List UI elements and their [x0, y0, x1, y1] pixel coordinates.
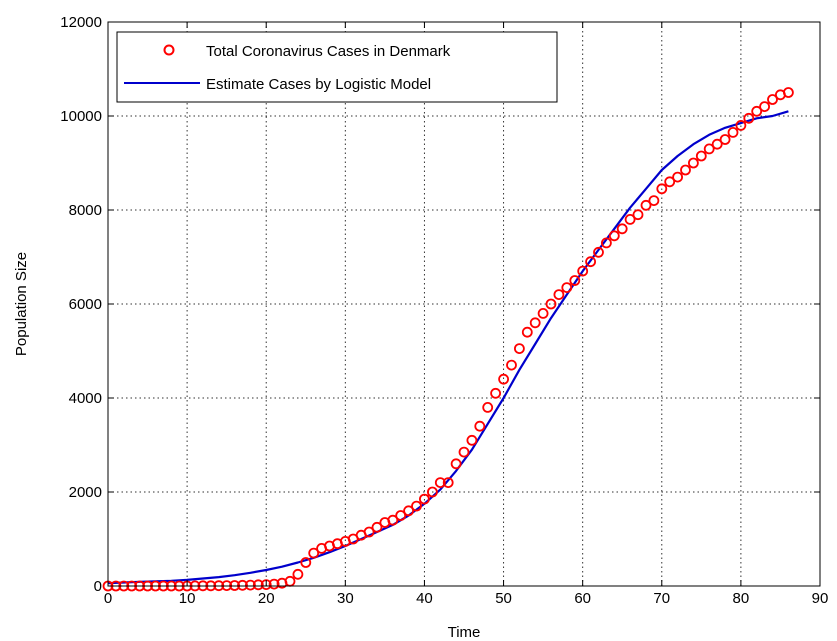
x-tick-label: 50	[495, 590, 512, 607]
case-point	[506, 359, 517, 371]
y-tick-label: 2000	[69, 484, 102, 501]
case-point	[395, 510, 407, 521]
legend-label-model: Estimate Cases by Logistic Model	[206, 76, 431, 93]
case-point	[569, 275, 581, 286]
case-point	[244, 579, 256, 591]
case-point	[363, 526, 375, 538]
case-point	[648, 195, 660, 207]
case-point	[664, 176, 676, 188]
legend-label-cases: Total Coronavirus Cases in Denmark	[206, 43, 451, 60]
ticks: 0 10 20 30 40 50 60 70 80 90 0 2000 4000 6000 8000 1000…	[60, 14, 828, 607]
case-point	[767, 94, 778, 105]
case-point	[743, 112, 755, 124]
x-tick-label: 30	[337, 590, 354, 607]
y-tick-label: 10000	[60, 108, 102, 125]
model-line	[107, 110, 789, 585]
case-point	[237, 579, 248, 591]
case-point	[672, 171, 683, 183]
grid	[108, 22, 820, 586]
y-tick-label: 0	[94, 578, 102, 595]
x-tick-label: 40	[416, 590, 433, 607]
legend: Total Coronavirus Cases in Denmark Estim…	[116, 31, 558, 103]
case-point	[300, 557, 312, 568]
case-point	[466, 434, 478, 446]
x-tick-label: 0	[104, 590, 112, 607]
case-point	[474, 420, 486, 432]
case-point	[751, 105, 763, 117]
case-point	[577, 265, 589, 277]
case-point	[458, 446, 470, 458]
case-point	[482, 401, 494, 413]
x-axis-label: Time	[448, 624, 481, 641]
x-tick-label: 90	[812, 590, 829, 607]
case-point	[450, 458, 462, 470]
case-point	[553, 289, 565, 301]
legend-marker-cases	[163, 44, 175, 56]
case-point	[292, 568, 304, 580]
case-point	[624, 213, 636, 225]
x-tick-label: 60	[574, 590, 591, 607]
case-point	[537, 307, 549, 319]
case-point	[680, 164, 691, 176]
case-point	[521, 326, 533, 338]
case-point	[601, 237, 612, 249]
y-tick-label: 6000	[69, 296, 102, 313]
case-point	[711, 138, 723, 150]
case-point	[703, 143, 715, 155]
case-point	[783, 87, 794, 98]
case-point	[759, 101, 770, 112]
legend-box	[116, 31, 558, 103]
case-point	[529, 317, 541, 329]
x-tick-label: 70	[653, 590, 670, 607]
y-tick-label: 8000	[69, 202, 102, 219]
case-point	[561, 282, 573, 294]
case-point	[632, 209, 644, 221]
case-point	[656, 183, 668, 195]
y-tick-label: 12000	[60, 14, 102, 31]
case-point	[640, 199, 652, 211]
case-point	[308, 547, 320, 559]
case-point	[585, 256, 596, 268]
case-point	[403, 505, 415, 517]
case-point	[688, 157, 699, 169]
case-point	[695, 150, 707, 162]
case-point	[719, 134, 731, 145]
case-point	[418, 493, 430, 505]
case-point	[545, 298, 557, 310]
case-point	[490, 387, 502, 399]
case-point	[387, 514, 399, 526]
case-point	[268, 578, 280, 590]
x-tick-label: 10	[179, 590, 196, 607]
case-point	[727, 126, 739, 138]
x-tick-label: 80	[733, 590, 750, 607]
case-point	[434, 477, 446, 489]
y-axis-label: Population Size	[13, 252, 30, 356]
case-point	[371, 521, 383, 533]
x-tick-label: 20	[258, 590, 275, 607]
case-point	[514, 343, 525, 355]
case-point	[442, 477, 454, 489]
case-point	[411, 500, 422, 512]
y-tick-label: 4000	[69, 390, 102, 407]
case-point	[252, 579, 264, 591]
case-point	[426, 486, 438, 498]
case-point	[498, 373, 510, 385]
case-point	[616, 223, 628, 235]
case-point	[608, 230, 620, 242]
case-point	[593, 246, 604, 258]
case-point	[735, 120, 747, 131]
